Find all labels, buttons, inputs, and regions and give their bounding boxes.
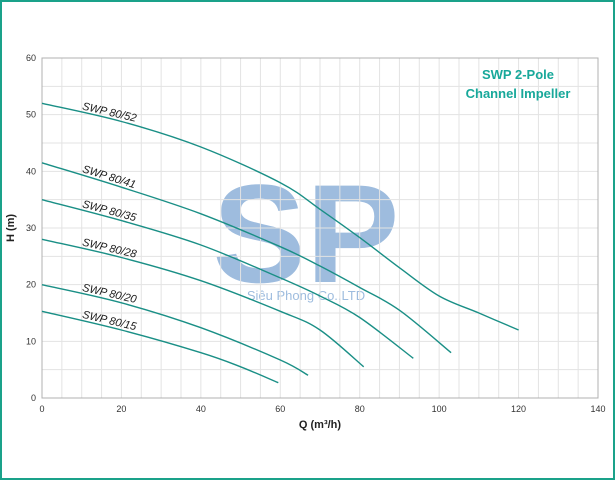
x-tick-label: 20 bbox=[116, 404, 126, 414]
x-tick-labels: 0 20 40 60 80 100 120 140 bbox=[39, 404, 605, 414]
y-tick-label: 50 bbox=[26, 110, 36, 120]
x-tick-label: 140 bbox=[590, 404, 605, 414]
plot-area-border bbox=[41, 57, 599, 399]
x-tick-label: 80 bbox=[355, 404, 365, 414]
curve-line bbox=[41, 238, 365, 368]
y-tick-label: 40 bbox=[26, 166, 36, 176]
x-tick-label: 60 bbox=[275, 404, 285, 414]
y-tick-label: 0 bbox=[31, 393, 36, 403]
watermark: SP Siêu Phong Co.,LTD bbox=[213, 155, 400, 312]
y-tick-labels: 0 10 20 30 40 50 60 bbox=[26, 53, 36, 403]
curve-group bbox=[41, 102, 519, 384]
x-tick-label: 0 bbox=[39, 404, 44, 414]
curve-line bbox=[41, 310, 279, 384]
watermark-logo: SP bbox=[213, 155, 400, 312]
curve-line bbox=[41, 162, 452, 354]
x-axis-title: Q (m³/h) bbox=[299, 419, 341, 431]
y-axis-title: H (m) bbox=[5, 214, 17, 242]
chart-title: SWP 2-Pole bbox=[482, 67, 554, 82]
y-tick-label: 60 bbox=[26, 53, 36, 63]
y-tick-label: 30 bbox=[26, 223, 36, 233]
y-tick-label: 10 bbox=[26, 336, 36, 346]
chart-subtitle: Channel Impeller bbox=[466, 86, 571, 101]
x-tick-label: 100 bbox=[432, 404, 447, 414]
curve-line bbox=[41, 199, 414, 359]
curve-line bbox=[41, 102, 519, 331]
curve-line bbox=[41, 284, 309, 376]
y-tick-label: 20 bbox=[26, 280, 36, 290]
grid-lines bbox=[42, 58, 598, 398]
x-tick-label: 40 bbox=[196, 404, 206, 414]
watermark-company: Siêu Phong Co.,LTD bbox=[247, 288, 365, 303]
x-tick-label: 120 bbox=[511, 404, 526, 414]
